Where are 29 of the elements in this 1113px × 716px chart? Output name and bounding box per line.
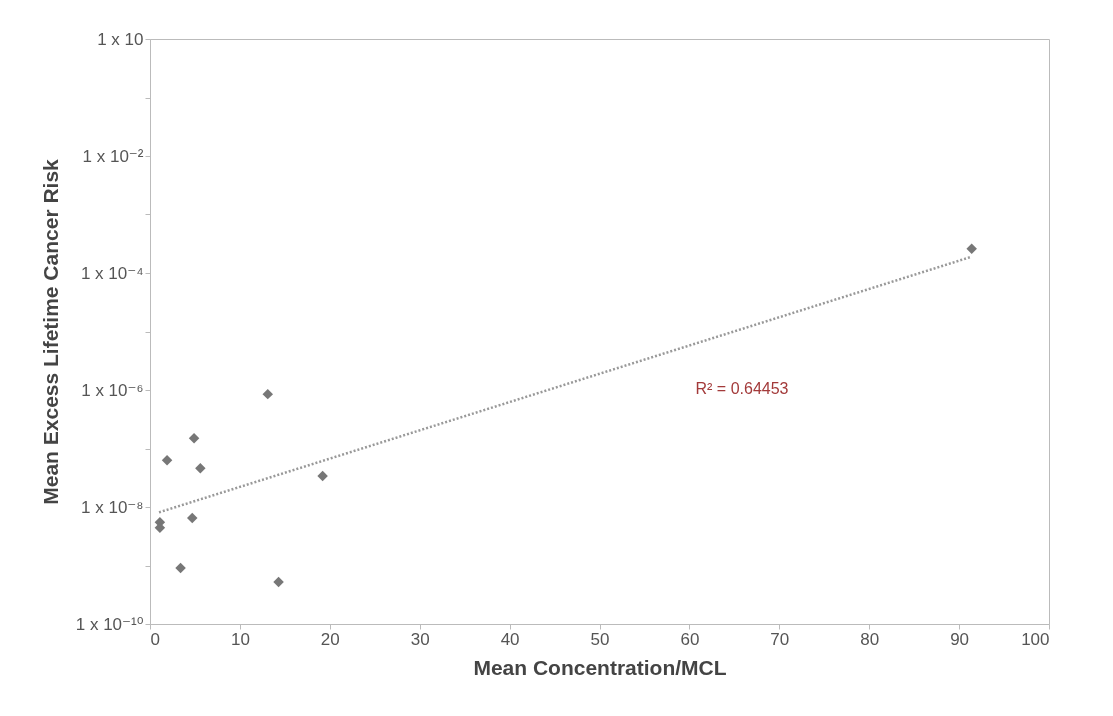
x-tick-label: 10 <box>230 629 250 649</box>
point <box>175 562 186 574</box>
point <box>317 470 328 482</box>
x-tick-label: 70 <box>770 629 790 649</box>
point <box>262 388 274 400</box>
x-axis-title: Mean Concentration/MCL <box>473 655 727 679</box>
x-tick-label: 90 <box>950 629 970 649</box>
y-tick-label: 1 x 10⁻⁴ <box>80 263 144 283</box>
x-tick-label: 0 <box>150 629 160 649</box>
point <box>161 454 173 466</box>
x-tick-label: 20 <box>320 629 340 649</box>
x-tick-label: 80 <box>860 629 880 649</box>
x-tick-label: 30 <box>410 629 430 649</box>
y-tick-label: 1 x 10⁻⁶ <box>81 380 144 400</box>
annotation: R² = 0.64453 <box>695 380 789 397</box>
x-tick-label: 60 <box>680 629 700 649</box>
y-tick-label: 1 x 10⁻¹⁰ <box>75 614 144 634</box>
point <box>187 512 198 524</box>
point <box>966 243 977 254</box>
point <box>195 462 206 474</box>
y-tick-label: 1 x 10⁻⁸ <box>81 497 144 517</box>
x-tick-label: 40 <box>500 629 520 649</box>
point <box>188 432 200 444</box>
y-axis-title: Mean Excess Lifetime Cancer Risk <box>38 158 62 505</box>
x-tick-label: 50 <box>590 629 610 649</box>
x-tick-label: 100 <box>1021 629 1050 649</box>
y-tick-label: 1 x 10 <box>97 29 144 49</box>
y-tick-label: 1 x 10⁻² <box>82 146 144 166</box>
point <box>273 576 284 588</box>
